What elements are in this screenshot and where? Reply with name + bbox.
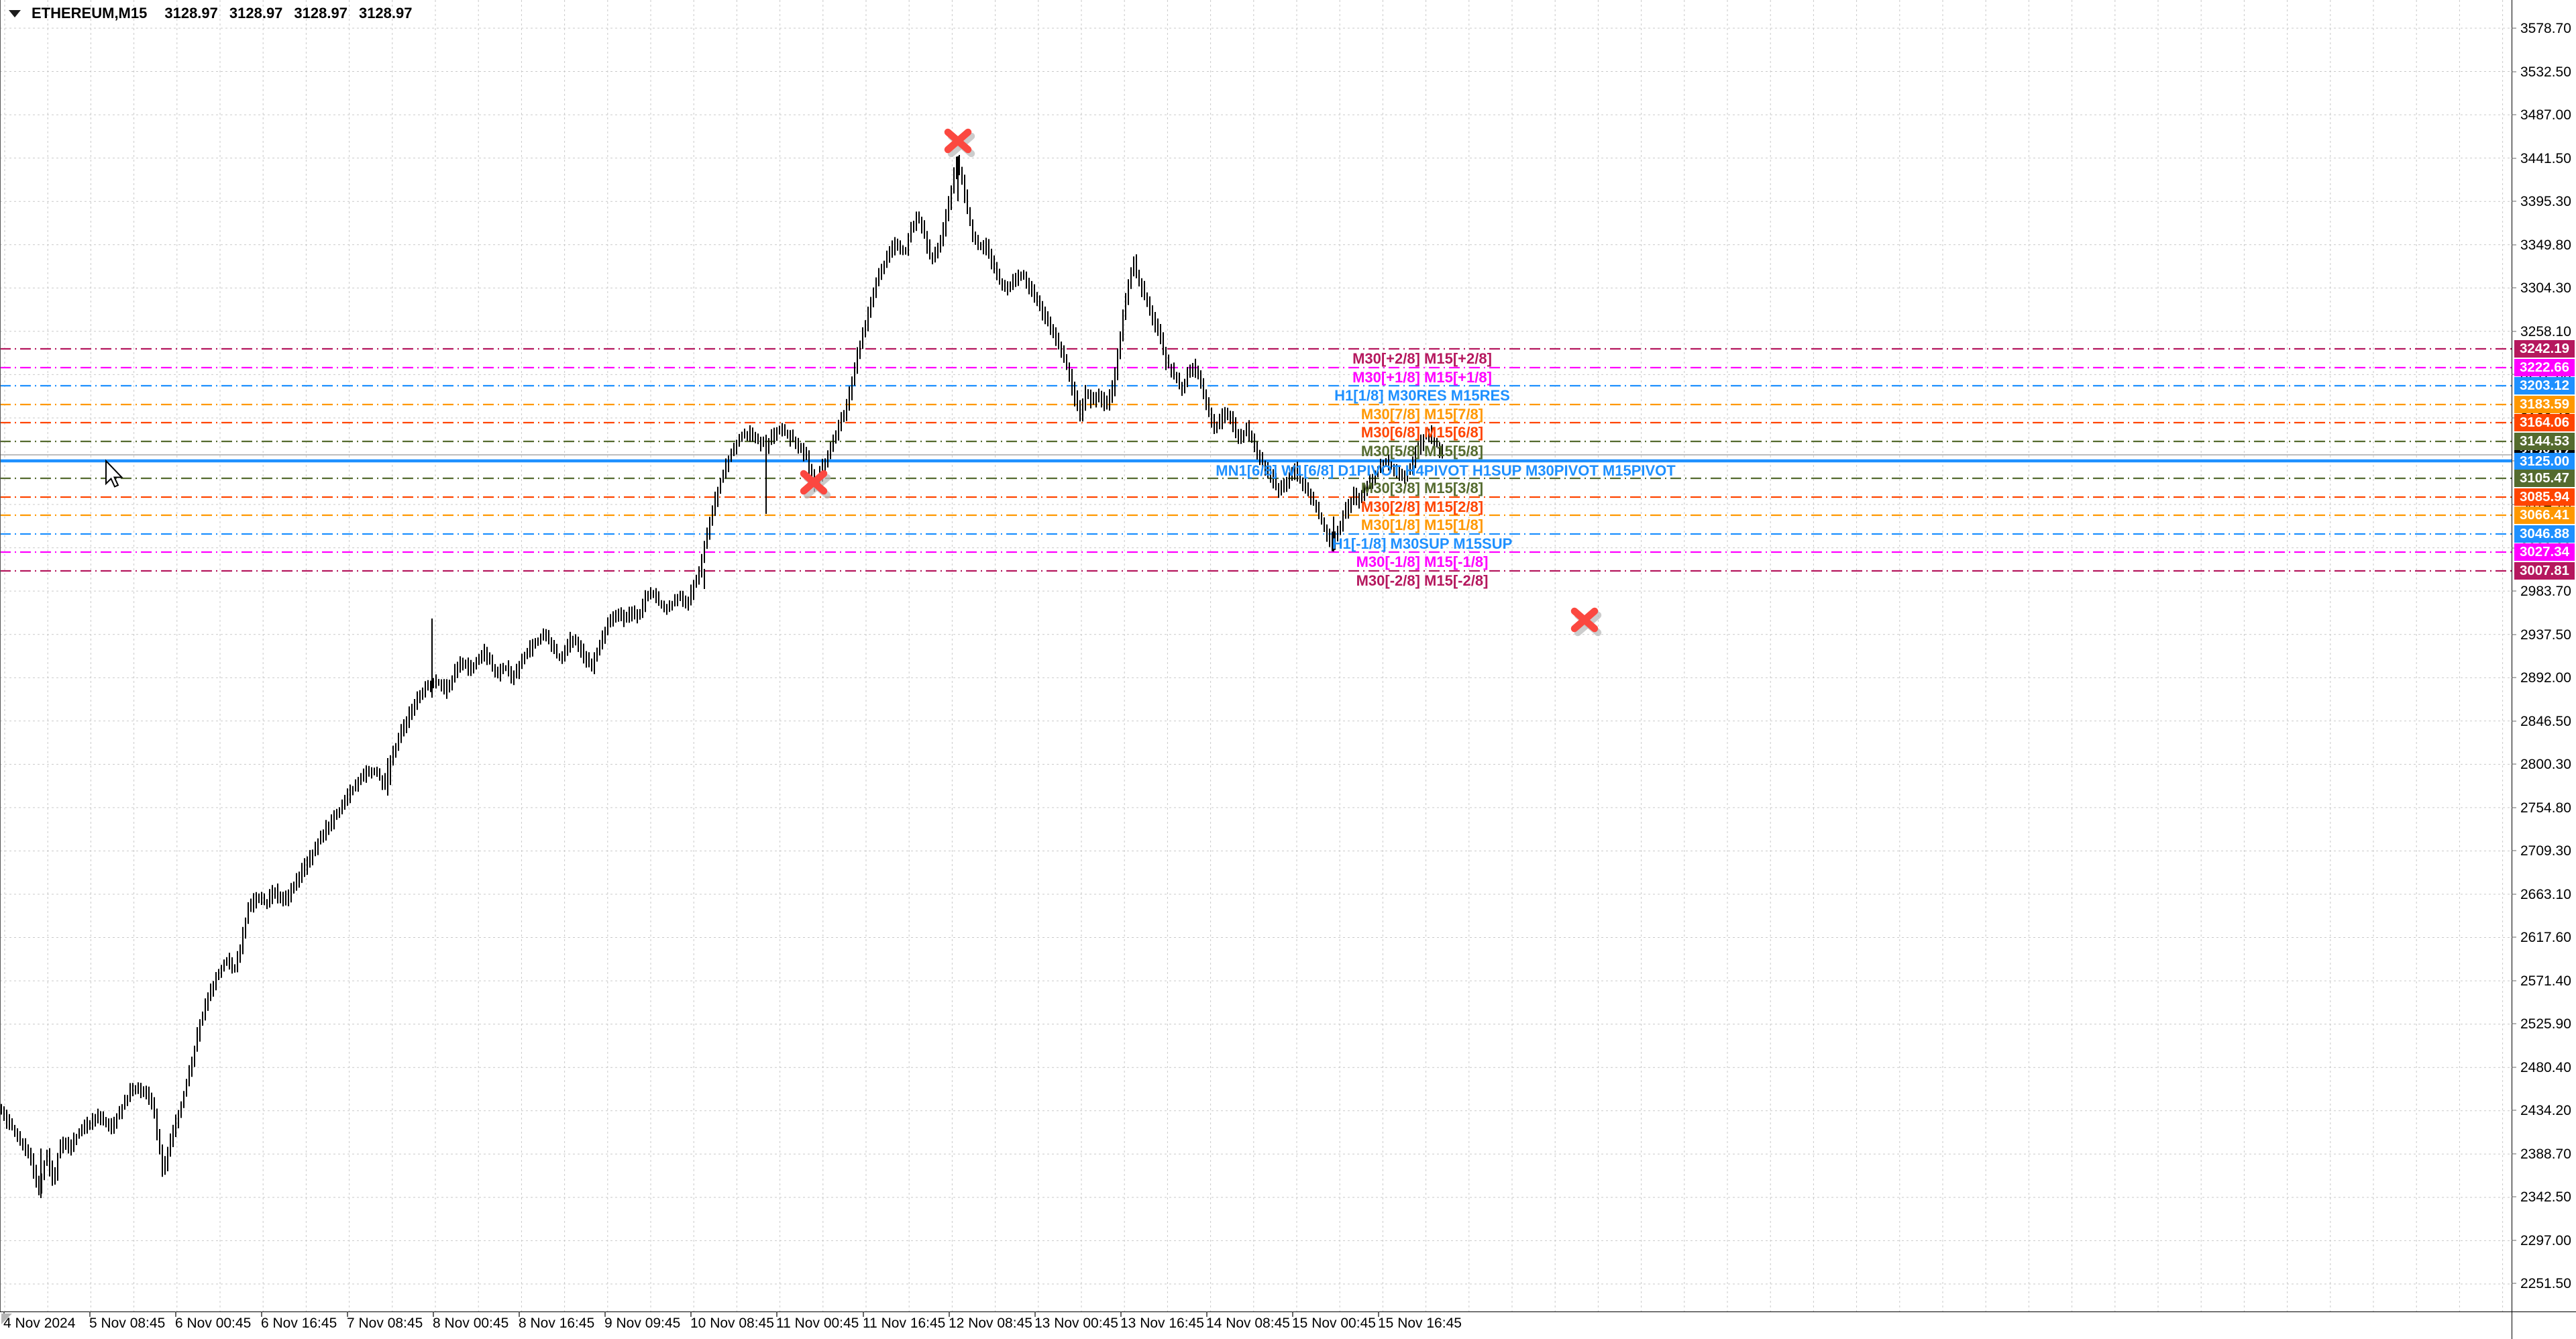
cursor: [105, 459, 123, 488]
time-axis-label: 13 Nov 16:45: [1120, 1316, 1204, 1331]
price-axis-label: 2754.80: [2520, 800, 2571, 816]
price-axis-label: 3487.00: [2520, 107, 2571, 123]
x-marker-icon[interactable]: [944, 128, 975, 158]
time-axis-label: 6 Nov 16:45: [261, 1316, 337, 1331]
price-axis-label: 2525.90: [2520, 1016, 2571, 1032]
ohlc-close: 3128.97: [358, 5, 413, 21]
x-marker-icon[interactable]: [1570, 607, 1602, 637]
x-marker-icon[interactable]: [800, 470, 831, 499]
pivot-price-badge: 3085.94: [2514, 488, 2575, 506]
pivot-line-label: M30[7/8] M15[7/8]: [1360, 406, 1484, 423]
pivot-price-badge: 3222.66: [2514, 359, 2575, 376]
pivot-price-badge: 3183.59: [2514, 396, 2575, 413]
price-axis-label: 3395.30: [2520, 194, 2571, 209]
time-axis-label: 15 Nov 16:45: [1378, 1316, 1462, 1331]
time-axis-label: 4 Nov 2024: [3, 1316, 76, 1331]
price-axis-label: 2709.30: [2520, 843, 2571, 859]
time-axis-label: 6 Nov 00:45: [175, 1316, 252, 1331]
pivot-price-badge: 3027.34: [2514, 543, 2575, 561]
time-axis-label: 11 Nov 16:45: [863, 1316, 946, 1331]
grid: [0, 0, 2512, 1311]
pivot-line-label: M30[+1/8] M15[+1/8]: [1352, 369, 1492, 386]
pivot-line-label: M30[-2/8] M15[-2/8]: [1356, 572, 1489, 589]
price-axis-label: 3532.50: [2520, 64, 2571, 80]
price-axis-label: 2892.00: [2520, 670, 2571, 686]
time-axis-label: 5 Nov 08:45: [89, 1316, 166, 1331]
time-axis-label: 8 Nov 16:45: [519, 1316, 595, 1331]
price-axis-label: 2388.70: [2520, 1146, 2571, 1162]
ohlc-bars: [1, 155, 1443, 1195]
time-axis-label: 10 Nov 08:45: [690, 1316, 774, 1331]
markers: [800, 128, 1602, 637]
time-axis-label: 9 Nov 09:45: [604, 1316, 681, 1331]
ohlc-low: 3128.97: [294, 5, 347, 21]
pivot-line-label: M30[3/8] M15[3/8]: [1360, 480, 1484, 496]
price-axis-label: 2617.60: [2520, 930, 2571, 945]
pivot-line-label: H1[-1/8] M30SUP M15SUP: [1332, 535, 1513, 552]
pivot-price-badge: 3007.81: [2514, 562, 2575, 580]
price-axis-label: 2251.50: [2520, 1276, 2571, 1291]
price-axis-label: 2297.00: [2520, 1233, 2571, 1248]
pivot-line-label: M30[5/8] M15[5/8]: [1360, 443, 1484, 460]
pivot-line-label: M30[2/8] M15[2/8]: [1360, 498, 1484, 515]
price-axis-label: 2480.40: [2520, 1060, 2571, 1075]
pivot-price-badge: 3203.12: [2514, 377, 2575, 394]
symbol-dropdown-icon[interactable]: [9, 9, 21, 17]
pivot-line-label: M30[6/8] M15[6/8]: [1360, 424, 1484, 441]
time-axis-label: 7 Nov 08:45: [347, 1316, 423, 1331]
symbol-period-label: ETHEREUM,M15: [32, 5, 148, 21]
price-bars: [1, 155, 1443, 1198]
axis-corner-triangle: [1, 1314, 12, 1324]
price-axis-label: 2571.40: [2520, 973, 2571, 989]
mouse-cursor-icon: [105, 459, 123, 488]
price-axis-label: 2846.50: [2520, 714, 2571, 729]
pivot-price-badge: 3242.19: [2514, 340, 2575, 358]
pivot-line-label: M30[+2/8] M15[+2/8]: [1352, 350, 1492, 367]
price-axis-label: 3441.50: [2520, 151, 2571, 166]
time-axis-label: 11 Nov 00:45: [776, 1316, 859, 1331]
pivot-price-badge: 3144.53: [2514, 433, 2575, 450]
time-axis-label: 13 Nov 00:45: [1034, 1316, 1118, 1331]
time-axis-label: 14 Nov 08:45: [1206, 1316, 1290, 1331]
price-axis-label: 3304.30: [2520, 280, 2571, 296]
pivot-line-label: MN1[6/8] W1[6/8] D1PIVOT H4PIVOT H1SUP M…: [1216, 462, 1676, 479]
price-axis-label: 2434.20: [2520, 1103, 2571, 1118]
pivot-line-label: H1[1/8] M30RES M15RES: [1334, 387, 1510, 404]
time-axis-label: 15 Nov 00:45: [1292, 1316, 1376, 1331]
price-axis-label: 3578.70: [2520, 21, 2571, 36]
ohlc-high: 3128.97: [229, 5, 283, 21]
pivot-price-badge: 3164.06: [2514, 414, 2575, 431]
pivot-lines: [0, 347, 2512, 572]
time-axis-label: 12 Nov 08:45: [949, 1316, 1032, 1331]
chart-title-bar: ETHEREUM,M15 3128.97 3128.97 3128.97 312…: [9, 5, 423, 22]
ohlc-open: 3128.97: [164, 5, 218, 21]
price-axis-label: 2800.30: [2520, 757, 2571, 772]
price-axis-label: 2663.10: [2520, 887, 2571, 902]
price-axis-label: 3349.80: [2520, 237, 2571, 253]
pivot-price-badge: 3105.47: [2514, 470, 2575, 487]
pivot-price-badge: 3046.88: [2514, 525, 2575, 543]
price-axis-label: 2983.70: [2520, 584, 2571, 599]
price-axis-label: 2937.50: [2520, 627, 2571, 643]
price-axis-label: 3258.10: [2520, 324, 2571, 339]
pivot-line-label: M30[-1/8] M15[-1/8]: [1356, 553, 1489, 570]
time-axis-label: 8 Nov 00:45: [433, 1316, 509, 1331]
pivot-line-label: M30[1/8] M15[1/8]: [1360, 517, 1484, 533]
pivot-price-badge: 3125.00: [2514, 453, 2575, 470]
pivot-price-badge: 3066.41: [2514, 506, 2575, 524]
price-axis-label: 2342.50: [2520, 1189, 2571, 1205]
